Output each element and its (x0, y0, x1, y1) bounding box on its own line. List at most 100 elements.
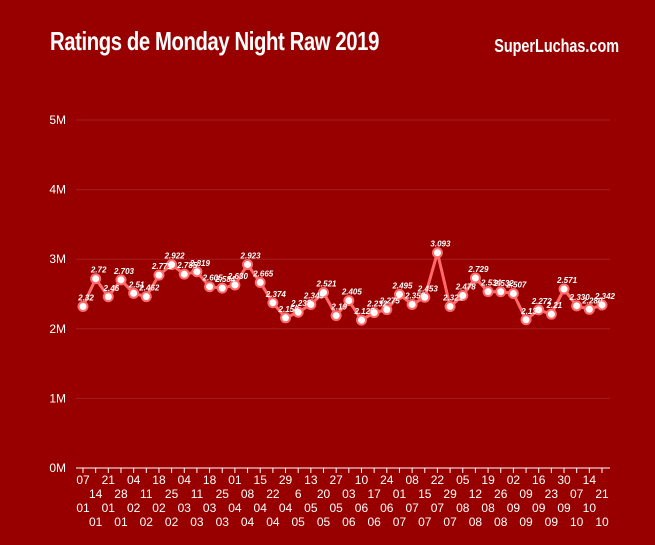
x-tick-label-day: 04 (127, 473, 141, 487)
data-label: 2.605 (202, 274, 224, 283)
x-tick-label-day: 09 (519, 487, 533, 501)
x-tick-label-day: 18 (152, 473, 166, 487)
x-tick-label-month: 07 (418, 515, 432, 529)
data-point (102, 291, 114, 303)
data-point (90, 273, 102, 285)
data-point (153, 269, 165, 281)
data-label: 2.19 (330, 303, 347, 312)
data-label: 2.771 (151, 262, 173, 271)
x-tick-label-month: 08 (481, 501, 495, 515)
data-label: 2.507 (505, 281, 527, 290)
data-point (583, 303, 595, 315)
x-tick-label-month: 08 (456, 501, 470, 515)
x-tick-label-day: 14 (89, 487, 103, 501)
data-point (482, 286, 494, 298)
x-tick-label-day: 24 (380, 473, 394, 487)
data-point (305, 299, 317, 311)
x-tick-label-month: 07 (443, 515, 457, 529)
data-point (178, 268, 190, 280)
data-label: 2.374 (265, 290, 287, 299)
x-tick-label-month: 09 (519, 515, 533, 529)
data-point (393, 288, 405, 300)
data-point (140, 291, 152, 303)
x-tick-label-day: 18 (203, 473, 217, 487)
data-point (267, 297, 279, 309)
x-tick-label-month: 05 (317, 515, 331, 529)
x-tick-label-day: 22 (431, 473, 445, 487)
x-tick-label-month: 08 (469, 515, 483, 529)
data-label: 2.158 (278, 305, 300, 314)
data-label: 2.72 (90, 266, 107, 275)
data-point (533, 304, 545, 316)
data-label: 2.32 (77, 294, 94, 303)
x-tick-label-day: 16 (532, 473, 546, 487)
data-label: 2.923 (240, 252, 262, 261)
grid-lines (76, 119, 610, 399)
y-tick-label: 4M (49, 183, 66, 197)
x-tick-label-month: 10 (583, 501, 597, 515)
x-tick-label-day: 30 (557, 473, 571, 487)
data-point (457, 290, 469, 302)
y-tick-label: 5M (49, 113, 66, 127)
x-tick-label-month: 04 (254, 501, 268, 515)
data-label: 3.093 (430, 240, 451, 249)
y-tick-label: 1M (49, 391, 66, 405)
x-tick-label-day: 21 (595, 487, 609, 501)
x-tick-label-month: 01 (114, 515, 128, 529)
x-tick-label-day: 14 (583, 473, 597, 487)
x-tick-label-day: 03 (342, 487, 356, 501)
data-point (128, 287, 140, 299)
x-tick-label-day: 25 (165, 487, 179, 501)
x-tick-label-day: 29 (279, 473, 293, 487)
data-point (368, 307, 380, 319)
x-tick-label-day: 19 (481, 473, 495, 487)
data-label: 2.51 (128, 280, 145, 289)
x-tick-label-month: 01 (102, 501, 116, 515)
data-label: 2.453 (417, 284, 439, 293)
x-tick-label-month: 09 (507, 501, 521, 515)
data-label: 2.232 (366, 300, 388, 309)
data-point (229, 279, 241, 291)
data-point (381, 304, 393, 316)
x-tick-label-day: 27 (329, 473, 343, 487)
data-point (115, 274, 127, 286)
x-tick-label-month: 02 (140, 515, 154, 529)
x-tick-label-day: 01 (393, 487, 407, 501)
data-label: 2.665 (252, 270, 274, 279)
data-point (242, 259, 254, 271)
data-point (469, 272, 481, 284)
data-point (343, 295, 355, 307)
y-tick-label: 2M (49, 322, 66, 336)
data-label: 2.532 (493, 279, 515, 288)
data-label: 2.349 (303, 292, 325, 301)
data-point (216, 282, 228, 294)
x-tick-label-month: 09 (545, 515, 559, 529)
x-tick-label-month: 03 (216, 515, 230, 529)
brand-label: SuperLuchas.com (494, 36, 619, 56)
x-tick-label-month: 02 (152, 501, 166, 515)
data-label: 2.703 (113, 267, 135, 276)
data-point (431, 247, 443, 259)
data-label: 2.819 (189, 259, 211, 268)
data-point (318, 287, 330, 299)
x-tick-label-day: 08 (405, 473, 419, 487)
data-label: 2.922 (164, 252, 186, 261)
x-tick-label-day: 13 (304, 473, 318, 487)
data-point (419, 291, 431, 303)
data-label: 2.584 (214, 275, 236, 284)
data-point (77, 301, 89, 313)
x-tick-label-day: 05 (456, 473, 470, 487)
data-point (444, 300, 456, 312)
data-label: 2.321 (442, 293, 464, 302)
x-tick-label-month: 01 (76, 501, 90, 515)
data-label: 2.785 (176, 261, 198, 270)
x-tick-label-day: 02 (507, 473, 521, 487)
x-tick-label-month: 09 (557, 501, 571, 515)
data-label: 2.521 (315, 280, 337, 289)
data-point (166, 259, 178, 271)
data-point (571, 300, 583, 312)
x-tick-label-month: 04 (228, 501, 242, 515)
y-axis-ticks: 0M 1M 2M 3M 4M 5M (49, 113, 66, 475)
data-label: 2.13 (520, 307, 537, 316)
